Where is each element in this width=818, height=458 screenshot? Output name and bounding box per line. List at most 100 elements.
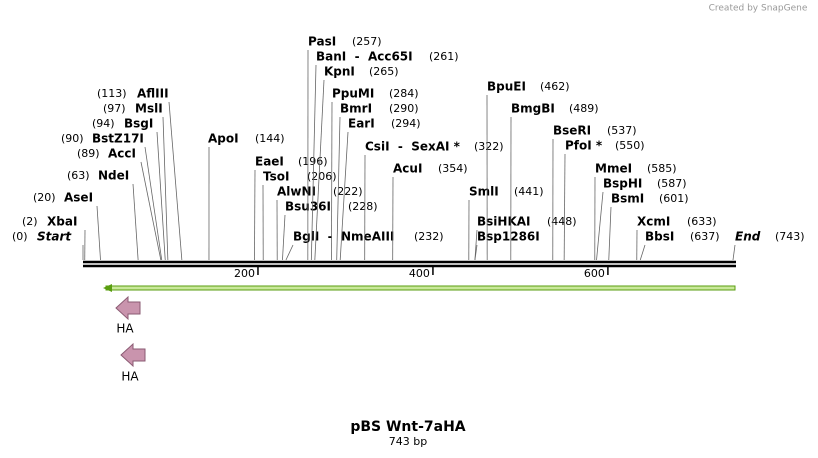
site-name: PpuMI — [332, 87, 374, 101]
site-position: (633) — [687, 215, 717, 228]
site-name: AseI — [64, 191, 93, 205]
site-position: (462) — [540, 80, 570, 93]
site-position: (89) — [77, 147, 100, 160]
site-position: (448) — [547, 215, 577, 228]
site-name: XbaI — [47, 215, 77, 229]
site-name: Bsp1286I — [477, 230, 540, 244]
site-position: (94) — [92, 117, 115, 130]
site-name: BglI - NmeAIII — [293, 230, 394, 244]
site-name: End — [735, 230, 761, 244]
site-position: (113) — [97, 87, 127, 100]
site-line — [282, 214, 286, 261]
site-name: BsiHKAI — [477, 215, 531, 229]
site-line — [96, 205, 101, 261]
site-position: (20) — [33, 191, 56, 204]
site-name: BmrI — [340, 102, 372, 116]
site-position: (97) — [103, 102, 126, 115]
site-position: (290) — [389, 102, 419, 115]
site-name: AccI — [108, 147, 136, 161]
site-position: (232) — [414, 230, 444, 243]
site-line — [596, 191, 604, 261]
site-line — [144, 146, 163, 261]
ruler-label: 600 — [584, 267, 605, 280]
map-length: 743 bp — [389, 435, 427, 448]
site-name: BmgBI — [511, 102, 555, 116]
site-line — [285, 244, 294, 261]
site-position: (2) — [22, 215, 38, 228]
site-line — [474, 244, 478, 261]
site-position: (90) — [61, 132, 84, 145]
site-line — [732, 244, 736, 261]
site-position: (206) — [307, 170, 337, 183]
site-position: (0) — [12, 230, 28, 243]
site-name: XcmI — [637, 215, 670, 229]
site-line — [331, 101, 333, 261]
site-position: (63) — [67, 169, 90, 182]
site-name: AlwNI — [277, 185, 316, 199]
feature-label: HA — [116, 322, 134, 336]
site-line — [608, 206, 612, 261]
site-line — [336, 116, 341, 261]
site-name: CsiI - SexAI * — [365, 140, 461, 154]
site-name: BseRI — [553, 124, 591, 138]
feature-bar — [105, 285, 736, 291]
site-name: BstZ17I — [92, 132, 144, 146]
site-name: Start — [37, 230, 72, 244]
site-position: (441) — [514, 185, 544, 198]
site-line — [140, 161, 162, 261]
site-position: (196) — [298, 155, 328, 168]
site-position: (322) — [474, 140, 504, 153]
site-position: (637) — [690, 230, 720, 243]
site-name: AflIII — [137, 87, 169, 101]
map-title: pBS Wnt-7aHA — [350, 419, 465, 435]
site-position: (550) — [615, 139, 645, 152]
site-name: BsmI — [611, 192, 644, 206]
site-position: (489) — [569, 102, 599, 115]
site-name: SmlI — [469, 185, 499, 199]
feature-arrowhead — [103, 284, 112, 292]
site-line — [314, 79, 325, 261]
feature-arrow — [115, 295, 141, 321]
site-line — [254, 169, 256, 261]
site-line — [639, 244, 646, 261]
site-name: BsgI — [124, 117, 153, 131]
site-line — [156, 131, 166, 261]
site-position: (743) — [775, 230, 805, 243]
site-line — [563, 153, 566, 261]
site-name: PasI — [308, 35, 336, 49]
site-line — [339, 131, 349, 261]
site-name: PfoI * — [565, 139, 603, 153]
site-name: ApoI — [208, 132, 239, 146]
feature-label: HA — [121, 370, 139, 384]
feature-arrow — [120, 342, 146, 368]
site-line — [168, 101, 183, 261]
site-line — [162, 116, 169, 261]
site-position: (585) — [647, 162, 677, 175]
site-name: TsoI — [263, 170, 289, 184]
site-line — [310, 64, 317, 261]
site-name: EaeI — [255, 155, 284, 169]
credit: Created by SnapGene — [709, 4, 808, 14]
site-name: NdeI — [98, 169, 129, 183]
site-position: (537) — [607, 124, 637, 137]
site-name: MmeI — [595, 162, 632, 176]
site-line — [132, 183, 139, 261]
site-position: (257) — [352, 35, 382, 48]
site-name: BanI - Acc65I — [316, 50, 413, 64]
site-name: BbsI — [645, 230, 674, 244]
site-position: (228) — [348, 200, 378, 213]
site-name: MslI — [135, 102, 163, 116]
site-name: AcuI — [393, 162, 422, 176]
site-position: (265) — [369, 65, 399, 78]
site-position: (284) — [389, 87, 419, 100]
site-position: (354) — [438, 162, 468, 175]
site-position: (587) — [657, 177, 687, 190]
site-position: (144) — [255, 132, 285, 145]
site-name: KpnI — [324, 65, 355, 79]
site-position: (294) — [391, 117, 421, 130]
ruler-label: 400 — [409, 267, 430, 280]
site-position: (222) — [333, 185, 363, 198]
site-name: BspHI — [603, 177, 642, 191]
ruler-label: 200 — [234, 267, 255, 280]
